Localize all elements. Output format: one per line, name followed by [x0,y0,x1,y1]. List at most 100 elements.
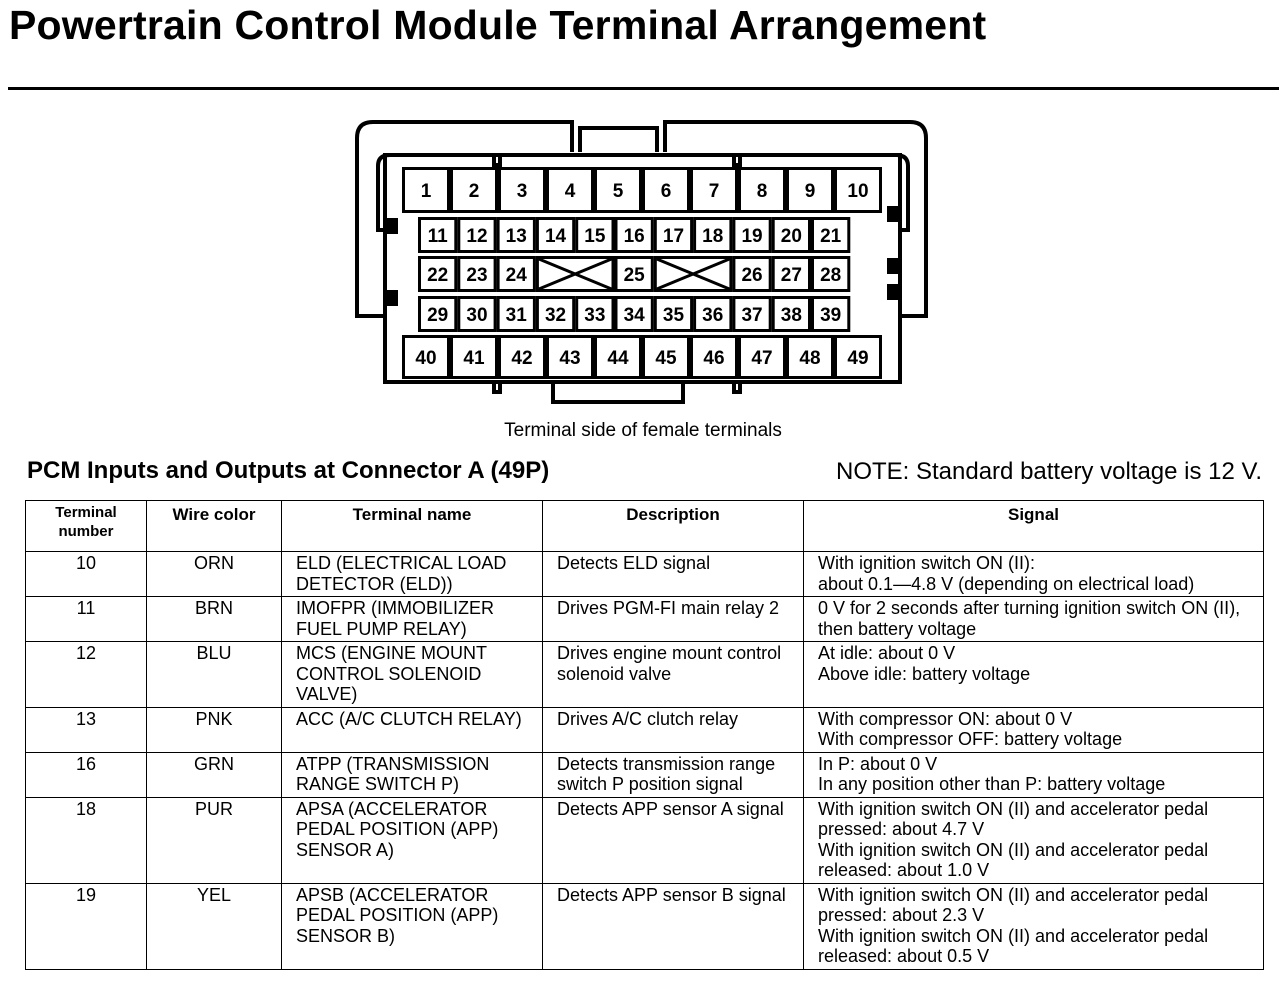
terminal-name-cell: APSA (ACCELERATOR PEDAL POSITION (APP) S… [281,796,543,884]
terminal-number-cell: 16 [25,751,147,798]
terminal-cavity [575,217,615,253]
terminal-cavity [418,217,458,253]
terminal-cavity [771,256,812,292]
terminal-number-label: 6 [661,181,672,202]
table-row: 18 PUR APSA (ACCELERATOR PEDAL POSITION (A… [25,796,1264,884]
terminal-number-label: 31 [506,305,528,326]
header-terminal-number: Terminal number [25,500,147,552]
terminal-cavity [614,217,654,253]
terminal-number-label: 43 [559,348,580,369]
terminal-number-label: 1 [421,181,432,202]
terminal-cavity [402,167,450,213]
terminal-name-cell: ELD (ELECTRICAL LOAD DETECTOR (ELD)) [281,551,543,597]
terminal-number-cell: 19 [25,882,147,970]
signal-line: With compressor OFF: battery voltage [818,729,1123,749]
terminal-number-label: 38 [781,305,802,326]
page-title: Powertrain Control Module Terminal Arran… [9,2,987,48]
terminal-number-label: 48 [799,348,820,369]
wire-color-cell: ORN [146,551,282,597]
terminal-cavity [546,167,594,213]
terminal-name-cell: ATPP (TRANSMISSION RANGE SWITCH P) [281,751,543,798]
terminal-number-label: 49 [847,348,868,369]
terminal-cavity [535,296,576,332]
terminal-number-label: 29 [427,305,448,326]
wire-color-cell: BLU [146,641,282,708]
terminal-cavity [732,256,772,292]
signal-line: With ignition switch ON (II) and acceler… [818,839,1209,881]
terminal-cavity [457,217,497,253]
terminal-number-label: 4 [565,181,576,202]
terminal-cavity [614,256,654,292]
blank-cavity-x-mark [538,257,613,291]
housing-tabs [385,206,900,306]
terminal-number-label: 2 [469,181,480,202]
terminal-cavity [811,296,851,332]
connector-caption: Terminal side of female terminals [504,420,782,441]
terminal-number-label: 21 [820,226,842,247]
terminal-number-label: 44 [607,348,629,369]
description-cell: Detects ELD signal [542,551,804,597]
terminal-cavity [450,335,498,379]
terminal-number-label: 46 [703,348,724,369]
terminal-cavity [771,217,812,253]
signal-line: With ignition switch ON (II) and acceler… [818,798,1209,840]
terminal-number-label: 47 [751,348,772,369]
terminal-number-label: 13 [506,226,527,247]
signal-line: With ignition switch ON (II): [818,553,1036,573]
terminal-name-cell: APSB (ACCELERATOR PEDAL POSITION (APP) S… [281,882,543,970]
title-divider [8,87,1279,90]
terminal-number-label: 14 [545,226,567,247]
terminal-number-label: 33 [584,305,605,326]
terminal-cavity [732,217,772,253]
terminal-number-label: 39 [820,305,841,326]
signal-cell: 0 V for 2 seconds after turning ignition… [803,596,1264,642]
terminal-number-label: 40 [415,348,436,369]
table-row: 19 YEL APSB (ACCELERATOR PEDAL POSITION (A… [25,882,1264,970]
terminal-cavity [496,256,536,292]
terminal-cavity [575,296,615,332]
voltage-note: NOTE: Standard battery voltage is 12 V. [835,458,1262,485]
terminal-cavity [834,167,882,213]
section-title: PCM Inputs and Outputs at Connector A (4… [27,457,550,484]
terminal-number-label: 7 [709,181,720,202]
terminal-cavity [496,296,536,332]
signal-line: about 0.1—4.8 V (depending on electrical… [818,573,1195,594]
description-cell: Detects APP sensor A signal [542,796,804,884]
signal-line: With ignition switch ON (II) and acceler… [818,884,1209,926]
terminal-number-cell: 10 [25,551,147,597]
terminal-number-label: 23 [466,265,487,286]
terminal-number-label: 45 [655,348,677,369]
terminal-cavity [498,167,546,213]
terminal-cavity [535,217,576,253]
terminal-cavity [690,335,738,379]
wire-color-cell: YEL [146,882,282,970]
terminal-cavity [614,296,654,332]
terminal-number-cell: 13 [25,706,147,753]
terminal-number-label: 41 [463,348,485,369]
signal-cell: With ignition switch ON (II) and acceler… [803,796,1264,884]
terminal-cavity [786,167,834,213]
terminal-number-label: 35 [663,305,685,326]
description-cell: Detects APP sensor B signal [542,882,804,970]
terminal-cavity [418,256,458,292]
table-row: 12 BLU MCS (ENGINE MOUNT CONTROL SOLENOID … [25,641,1264,708]
terminal-cavity [594,167,642,213]
terminal-name-cell: MCS (ENGINE MOUNT CONTROL SOLENOID VALVE… [281,641,543,708]
table-header-row: Terminal number Wire color Terminal name… [25,500,1264,552]
terminal-number-label: 22 [427,265,448,286]
terminal-number-label: 16 [624,226,645,247]
terminal-number-label: 18 [702,226,723,247]
signal-cell: At idle: about 0 V Above idle: battery vo… [803,641,1264,708]
terminal-cavity [738,167,786,213]
description-cell: Drives engine mount control solenoid val… [542,641,804,708]
description-cell: Drives PGM-FI main relay 2 [542,596,804,642]
terminal-number-label: 30 [466,305,487,326]
terminal-cavity [738,335,786,379]
terminal-cavity [811,217,851,253]
terminal-number-label: 15 [584,226,606,247]
signal-cell: With ignition switch ON (II) and acceler… [803,882,1264,970]
wire-color-cell: GRN [146,751,282,798]
terminal-number-cell: 12 [25,641,147,708]
terminal-cavity [771,296,812,332]
